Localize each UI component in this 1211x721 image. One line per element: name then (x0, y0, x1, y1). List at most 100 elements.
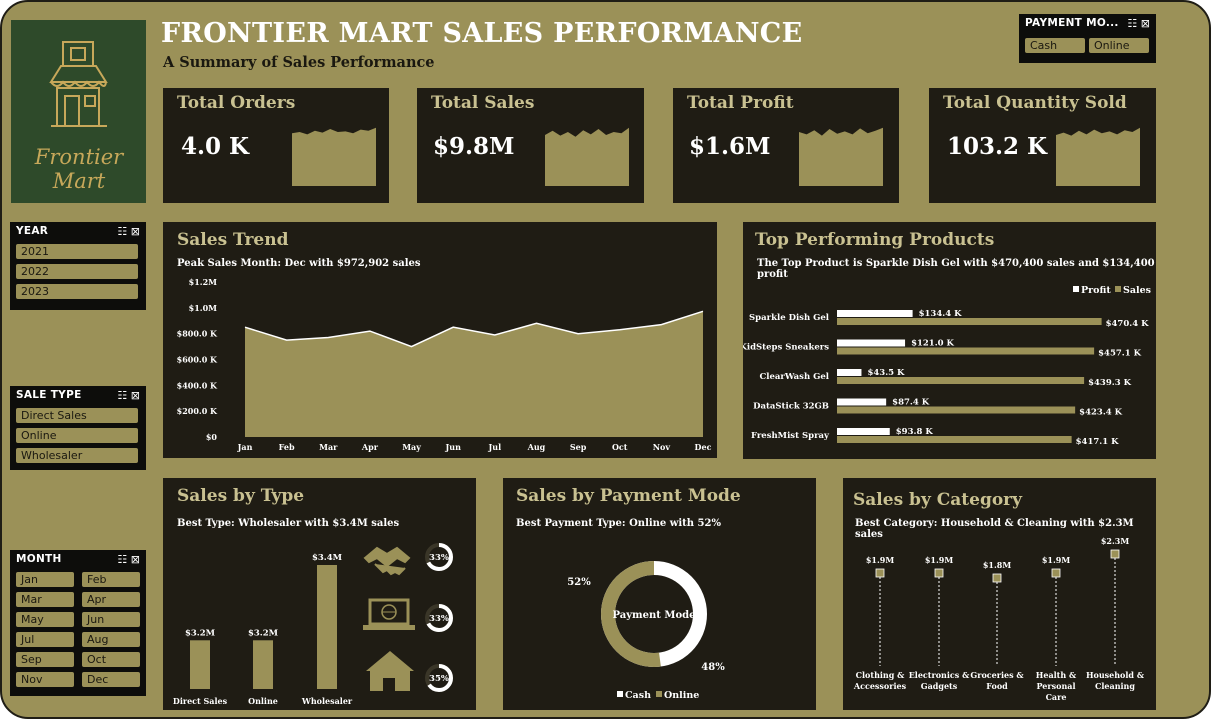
slicer-item-jan[interactable]: Jan (16, 572, 74, 587)
slicer-item-2021[interactable]: 2021 (16, 244, 138, 259)
share-label: 33% (429, 553, 449, 563)
share-label: 33% (429, 614, 449, 624)
clear-filter-icon[interactable]: ⊠ (130, 389, 140, 402)
slicer-item-online[interactable]: Online (1089, 38, 1149, 53)
x-tick-label: Feb (279, 442, 295, 452)
kpi-title: Total Sales (431, 93, 535, 113)
category-data-label: $1.9M (1042, 555, 1070, 565)
share-ring (425, 543, 453, 571)
y-tick-label: $1.2M (189, 277, 217, 287)
year-slicer: YEAR ☷ ⊠ 2021 2022 2023 (10, 222, 146, 310)
profit-bar (837, 398, 887, 406)
page-title: FRONTIER MART SALES PERFORMANCE (161, 18, 803, 49)
share-ring (425, 664, 453, 692)
kpi-sparkline (292, 127, 376, 186)
y-tick-label: $0 (206, 432, 218, 442)
slicer-title: YEAR (16, 225, 49, 237)
slicer-item-2023[interactable]: 2023 (16, 284, 138, 299)
clear-filter-icon[interactable]: ⊠ (130, 553, 140, 566)
slicer-title: SALE TYPE (16, 389, 82, 401)
kpi-title: Total Profit (687, 93, 794, 113)
type-data-label: $3.4M (312, 553, 343, 563)
category-label: Gadgets (921, 681, 958, 691)
kpi-card-total-quantity: Total Quantity Sold 103.2 K (929, 88, 1156, 203)
legend-swatch-sales (1115, 286, 1121, 292)
chart-subtitle: The Top Product is Sparkle Dish Gel with… (757, 258, 1155, 280)
sparkline-area (292, 127, 376, 186)
slicer-title: PAYMENT MO... (1025, 17, 1119, 29)
slicer-item-mar[interactable]: Mar (16, 592, 74, 607)
sales-bar (837, 347, 1095, 355)
multi-select-icon[interactable]: ☷ (117, 225, 128, 238)
chart-subtitle: Best Payment Type: Online with 52% (516, 518, 721, 529)
donut-slice-online (601, 561, 707, 667)
logo-text: Frontier Mart (34, 145, 124, 193)
profit-bar (837, 339, 906, 347)
sales-bar (837, 318, 1102, 325)
profit-bar (837, 310, 913, 317)
sales-data-label: $470.4 K (1106, 319, 1149, 329)
slicer-item-cash[interactable]: Cash (1025, 38, 1085, 53)
clear-filter-icon[interactable]: ⊠ (1140, 17, 1150, 30)
slicer-item-dec[interactable]: Dec (82, 672, 140, 687)
category-label: Electronics & (909, 670, 970, 680)
category-marker (934, 568, 944, 578)
category-data-label: $1.9M (866, 555, 894, 565)
multi-select-icon[interactable]: ☷ (117, 553, 128, 566)
x-tick-label: Oct (612, 442, 628, 452)
sales-bar (837, 436, 1072, 443)
multi-select-icon[interactable]: ☷ (117, 389, 128, 402)
sparkline-area (1056, 127, 1140, 186)
y-tick-label: $800.0 K (177, 329, 218, 339)
slicer-item-direct-sales[interactable]: Direct Sales (16, 408, 138, 423)
slicer-item-jun[interactable]: Jun (82, 612, 140, 627)
category-label: Care (1046, 692, 1067, 702)
sale-type-slicer: SALE TYPE ☷ ⊠ Direct Sales Online Wholes… (10, 386, 146, 470)
slicer-item-2022[interactable]: 2022 (16, 264, 138, 279)
category-label: Cleaning (1095, 681, 1135, 691)
kpi-sparkline (1056, 127, 1140, 186)
type-bar (190, 640, 210, 689)
payment-mode-chart: Payment Mode 52% 48% Cash Online (567, 561, 725, 701)
slicer-item-jul[interactable]: Jul (16, 632, 74, 647)
category-marker (1051, 568, 1061, 578)
type-bar (253, 640, 273, 689)
x-tick-label: May (402, 442, 421, 452)
clear-filter-icon[interactable]: ⊠ (130, 225, 140, 238)
y-tick-label: $200.0 K (177, 406, 218, 416)
kpi-value: 103.2 K (947, 133, 1048, 160)
slicer-item-aug[interactable]: Aug (82, 632, 140, 647)
type-data-label: $3.2M (185, 628, 216, 638)
legend-swatch-online (656, 691, 662, 697)
chart-title: Sales by Type (177, 486, 305, 506)
chart-title: Top Performing Products (755, 230, 995, 250)
kpi-value: 4.0 K (181, 133, 250, 160)
kpi-card-total-profit: Total Profit $1.6M (673, 88, 899, 203)
product-label: DataStick 32GB (753, 402, 829, 412)
category-marker (1110, 549, 1120, 559)
chart-title: Sales Trend (177, 230, 289, 250)
slicer-item-oct[interactable]: Oct (82, 652, 140, 667)
slicer-item-may[interactable]: May (16, 612, 74, 627)
slicer-item-nov[interactable]: Nov (16, 672, 74, 687)
profit-data-label: $121.0 K (911, 339, 954, 349)
kpi-title: Total Quantity Sold (943, 93, 1127, 113)
payment-mode-panel: Sales by Payment Mode Best Payment Type:… (503, 478, 816, 710)
profit-data-label: $134.4 K (919, 309, 962, 319)
category-label: Health & (1036, 670, 1077, 680)
slicer-item-sep[interactable]: Sep (16, 652, 74, 667)
slicer-item-online[interactable]: Online (16, 428, 138, 443)
type-bar (317, 565, 337, 689)
multi-select-icon[interactable]: ☷ (1127, 17, 1138, 30)
legend-swatch-cash (617, 691, 623, 697)
sales-data-label: $439.3 K (1088, 378, 1131, 388)
slicer-item-wholesaler[interactable]: Wholesaler (16, 448, 138, 463)
slicer-title: MONTH (16, 553, 62, 565)
slicer-item-feb[interactable]: Feb (82, 572, 140, 587)
sales-by-type-panel: Sales by Type Best Type: Wholesaler with… (163, 478, 476, 710)
laptop-globe-icon (363, 598, 415, 630)
sales-by-type-chart: $3.2M Direct Sales $3.2M Online $3.4M Wholesa… (173, 543, 453, 706)
y-tick-label: $1.0M (189, 303, 217, 313)
kpi-card-total-sales: Total Sales $9.8M (417, 88, 644, 203)
slicer-item-apr[interactable]: Apr (82, 592, 140, 607)
